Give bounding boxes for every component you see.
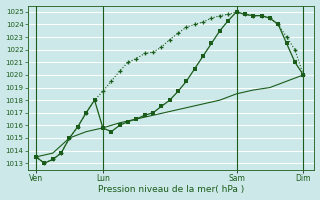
X-axis label: Pression niveau de la mer( hPa ): Pression niveau de la mer( hPa ) [98,185,244,194]
